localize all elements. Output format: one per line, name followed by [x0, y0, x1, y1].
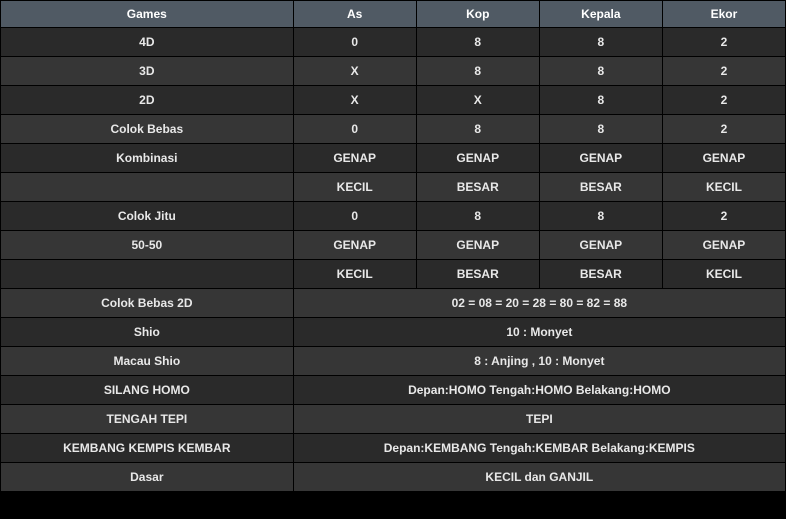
table-row: Macau Shio8 : Anjing , 10 : Monyet	[1, 347, 785, 375]
table-row: 4D0882	[1, 28, 785, 56]
row-cell: BESAR	[540, 260, 662, 288]
table-row: 2DXX82	[1, 86, 785, 114]
row-cell: GENAP	[294, 144, 416, 172]
row-cell: GENAP	[540, 144, 662, 172]
row-cell: 2	[663, 115, 785, 143]
row-label: Colok Jitu	[1, 202, 293, 230]
table-row: TENGAH TEPITEPI	[1, 405, 785, 433]
row-cell: GENAP	[663, 144, 785, 172]
row-label: Colok Bebas 2D	[1, 289, 293, 317]
row-cell: 8	[540, 202, 662, 230]
row-label	[1, 173, 293, 201]
row-cell: GENAP	[294, 231, 416, 259]
header-as: As	[294, 1, 416, 27]
row-cell: GENAP	[663, 231, 785, 259]
table-row: Colok Bebas0882	[1, 115, 785, 143]
row-label: TENGAH TEPI	[1, 405, 293, 433]
row-label: Shio	[1, 318, 293, 346]
table-row: DasarKECIL dan GANJIL	[1, 463, 785, 491]
row-cell: 0	[294, 28, 416, 56]
row-cell: BESAR	[417, 260, 539, 288]
row-value: TEPI	[294, 405, 785, 433]
row-cell: GENAP	[417, 231, 539, 259]
row-cell: GENAP	[540, 231, 662, 259]
row-value: KECIL dan GANJIL	[294, 463, 785, 491]
row-cell: X	[294, 57, 416, 85]
table-row: KombinasiGENAPGENAPGENAPGENAP	[1, 144, 785, 172]
header-kop: Kop	[417, 1, 539, 27]
row-cell: 8	[540, 86, 662, 114]
row-cell: 8	[540, 28, 662, 56]
row-cell: 2	[663, 202, 785, 230]
table-row: KECILBESARBESARKECIL	[1, 260, 785, 288]
table-row: 3DX882	[1, 57, 785, 85]
header-kepala: Kepala	[540, 1, 662, 27]
games-table: Games As Kop Kepala Ekor 4D08823DX8822DX…	[0, 0, 786, 492]
row-label: 4D	[1, 28, 293, 56]
header-row: Games As Kop Kepala Ekor	[1, 1, 785, 27]
table-row: Colok Bebas 2D02 = 08 = 20 = 28 = 80 = 8…	[1, 289, 785, 317]
row-label: KEMBANG KEMPIS KEMBAR	[1, 434, 293, 462]
row-label: Colok Bebas	[1, 115, 293, 143]
row-cell: KECIL	[294, 260, 416, 288]
row-cell: KECIL	[294, 173, 416, 201]
table-row: Colok Jitu0882	[1, 202, 785, 230]
row-cell: 8	[417, 57, 539, 85]
table-row: Shio10 : Monyet	[1, 318, 785, 346]
header-games: Games	[1, 1, 293, 27]
row-cell: BESAR	[540, 173, 662, 201]
row-cell: 8	[417, 202, 539, 230]
row-label: 3D	[1, 57, 293, 85]
table-row: 50-50GENAPGENAPGENAPGENAP	[1, 231, 785, 259]
row-cell: KECIL	[663, 173, 785, 201]
row-label: SILANG HOMO	[1, 376, 293, 404]
row-cell: X	[417, 86, 539, 114]
row-cell: 8	[540, 57, 662, 85]
row-cell: 2	[663, 57, 785, 85]
row-cell: 2	[663, 28, 785, 56]
table-row: KECILBESARBESARKECIL	[1, 173, 785, 201]
row-cell: GENAP	[417, 144, 539, 172]
row-value: Depan:KEMBANG Tengah:KEMBAR Belakang:KEM…	[294, 434, 785, 462]
row-label: 2D	[1, 86, 293, 114]
row-cell: 8	[417, 115, 539, 143]
row-cell: 0	[294, 115, 416, 143]
row-label: Kombinasi	[1, 144, 293, 172]
row-value: 8 : Anjing , 10 : Monyet	[294, 347, 785, 375]
table-row: SILANG HOMODepan:HOMO Tengah:HOMO Belaka…	[1, 376, 785, 404]
row-value: Depan:HOMO Tengah:HOMO Belakang:HOMO	[294, 376, 785, 404]
row-cell: 0	[294, 202, 416, 230]
row-cell: KECIL	[663, 260, 785, 288]
row-label: Dasar	[1, 463, 293, 491]
row-cell: 8	[417, 28, 539, 56]
table-row: KEMBANG KEMPIS KEMBARDepan:KEMBANG Tenga…	[1, 434, 785, 462]
row-value: 02 = 08 = 20 = 28 = 80 = 82 = 88	[294, 289, 785, 317]
row-value: 10 : Monyet	[294, 318, 785, 346]
header-ekor: Ekor	[663, 1, 785, 27]
row-cell: 8	[540, 115, 662, 143]
row-cell: X	[294, 86, 416, 114]
row-cell: 2	[663, 86, 785, 114]
row-label	[1, 260, 293, 288]
row-label: Macau Shio	[1, 347, 293, 375]
table-container: Games As Kop Kepala Ekor 4D08823DX8822DX…	[0, 0, 786, 492]
row-cell: BESAR	[417, 173, 539, 201]
row-label: 50-50	[1, 231, 293, 259]
